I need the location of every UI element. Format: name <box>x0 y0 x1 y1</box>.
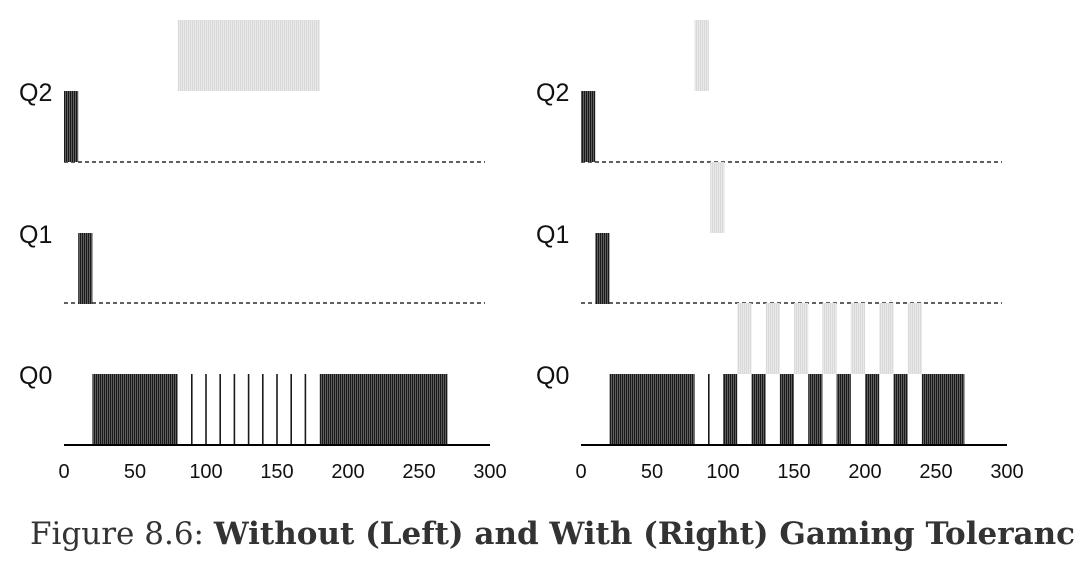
figure-caption: Figure 8.6: Without (Left) and With (Rig… <box>30 516 1075 552</box>
caption-title: Without (Left) and With (Right) Gaming T… <box>213 516 1075 552</box>
job-a-slice <box>92 374 178 445</box>
job-b-slice <box>765 303 780 374</box>
left-panel-without-tolerance: Q2 Q1 Q0 0 50 100 150 200 250 300 <box>19 20 507 483</box>
job-b-slice <box>737 303 752 374</box>
job-b-slice <box>850 303 865 374</box>
job-a-slice <box>836 374 851 445</box>
job-a-slice <box>78 233 93 304</box>
caption-prefix: Figure 8.6: <box>30 516 204 552</box>
job-a-slice <box>808 374 823 445</box>
queue-label-q0: Q0 <box>536 362 569 390</box>
job-a-slice <box>779 374 794 445</box>
job-a-slice <box>64 91 79 162</box>
queue-label-q2: Q2 <box>536 79 569 107</box>
x-tick-label: 50 <box>124 461 146 483</box>
job-b-slice <box>907 303 922 374</box>
job-a-slice <box>893 374 908 445</box>
job-b-slice <box>794 303 809 374</box>
x-tick-label: 250 <box>402 461 435 483</box>
queue-label-q1: Q1 <box>19 221 52 249</box>
job-a-slice <box>609 374 695 445</box>
x-tick-label: 250 <box>919 461 952 483</box>
job-b-slice <box>177 20 320 91</box>
right-panel-with-tolerance: Q2 Q1 Q0 0 50 100 150 200 250 300 <box>536 20 1024 483</box>
x-tick-label: 100 <box>706 461 739 483</box>
queue-label-q0: Q0 <box>19 362 52 390</box>
x-tick-label: 50 <box>641 461 663 483</box>
x-tick-label: 200 <box>331 461 364 483</box>
job-b-slice <box>694 20 709 91</box>
queue-label-q2: Q2 <box>19 79 52 107</box>
job-a-slice <box>921 374 965 445</box>
mlfq-gaming-figure: Q2 Q1 Q0 0 50 100 150 200 250 300 Q2 Q1 Q0 0 50 100 150… <box>19 20 1024 483</box>
job-b-slice <box>879 303 894 374</box>
job-b-slice <box>710 162 725 233</box>
x-tick-label: 150 <box>260 461 293 483</box>
queue-label-q1: Q1 <box>536 221 569 249</box>
x-tick-label: 200 <box>848 461 881 483</box>
x-tick-label: 0 <box>575 461 586 483</box>
x-tick-label: 300 <box>473 461 506 483</box>
job-a-slice <box>865 374 880 445</box>
job-a-slice <box>723 374 738 445</box>
job-a-slice <box>751 374 766 445</box>
job-a-slice <box>595 233 610 304</box>
job-a-slice <box>581 91 596 162</box>
job-b-slice <box>822 303 837 374</box>
x-tick-label: 100 <box>189 461 222 483</box>
x-tick-label: 150 <box>777 461 810 483</box>
job-a-slice <box>319 374 448 445</box>
x-tick-label: 300 <box>990 461 1023 483</box>
x-tick-label: 0 <box>58 461 69 483</box>
